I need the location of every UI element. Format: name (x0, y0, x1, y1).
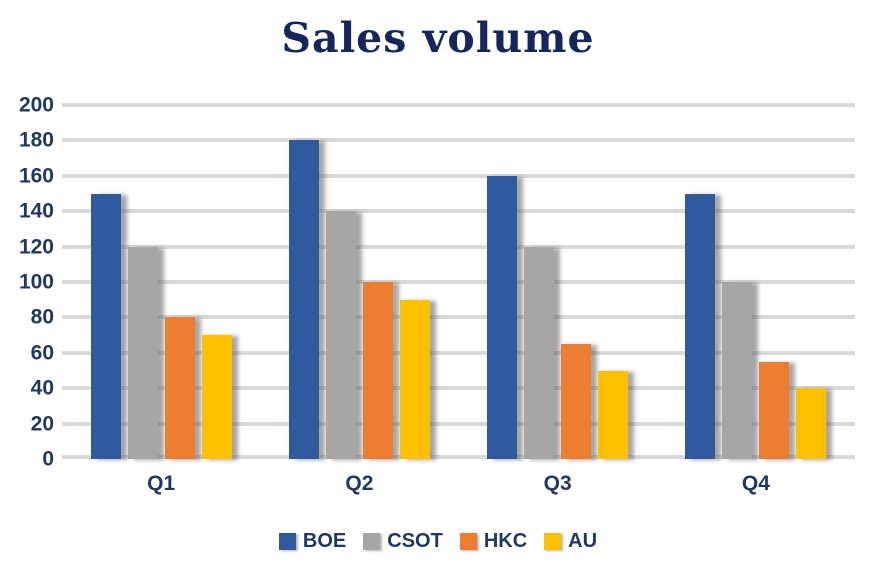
legend-item-BOE: BOE (278, 530, 347, 552)
y-tick-label-40: 40 (30, 376, 54, 400)
y-tick-label-100: 100 (18, 270, 54, 294)
gridline-20 (62, 421, 855, 426)
y-axis: 0 20 40 60 80 100 120 140 160 180 200 (0, 95, 54, 470)
legend-swatch-CSOT (363, 532, 381, 550)
bar-groups (62, 105, 855, 459)
x-tick-label-Q2: Q2 (345, 472, 374, 495)
chart-title: Sales volume (281, 14, 595, 62)
gridline-140 (62, 209, 855, 214)
legend-swatch-AU (544, 532, 562, 550)
bar-BOE-Q3 (487, 175, 518, 459)
bar-HKC-Q3 (561, 343, 592, 459)
legend-label-CSOT: CSOT (387, 530, 443, 552)
gridline-0 (62, 455, 855, 459)
x-tick-label-Q3: Q3 (543, 472, 572, 495)
gridline-180 (62, 138, 855, 143)
y-tick-label-180: 180 (18, 128, 54, 152)
bar-AU-Q1 (201, 335, 232, 459)
legend-label-AU: AU (568, 530, 598, 552)
bar-HKC-Q2 (362, 282, 393, 459)
bar-BOE-Q1 (90, 193, 121, 459)
bar-group-Q3 (459, 105, 657, 459)
gridline-160 (62, 173, 855, 178)
bar-AU-Q4 (796, 388, 827, 459)
legend-swatch-BOE (278, 532, 296, 550)
bar-CSOT-Q3 (524, 246, 555, 459)
y-tick-label-140: 140 (18, 199, 54, 223)
y-tick-label-200: 200 (18, 93, 54, 117)
y-tick-label-20: 20 (30, 412, 54, 436)
bar-group-Q2 (260, 105, 458, 459)
bar-BOE-Q4 (685, 193, 716, 459)
bar-CSOT-Q2 (325, 211, 356, 459)
gridline-80 (62, 315, 855, 320)
bar-CSOT-Q4 (722, 282, 753, 459)
legend-item-CSOT: CSOT (363, 531, 443, 551)
bar-BOE-Q2 (288, 140, 319, 459)
y-tick-label-120: 120 (18, 235, 54, 259)
plot-area (62, 103, 855, 459)
x-axis: Q1 Q2 Q3 Q4 (62, 472, 855, 496)
bar-group-Q4 (657, 105, 855, 459)
legend-item-AU: AU (544, 531, 597, 551)
bar-AU-Q3 (598, 370, 629, 459)
legend-item-HKC: HKC (459, 530, 528, 552)
gridline-60 (62, 350, 855, 355)
legend-label-BOE: BOE (302, 530, 347, 552)
y-tick-label-160: 160 (18, 164, 54, 188)
bar-AU-Q2 (399, 299, 430, 459)
bar-group-Q1 (62, 105, 260, 459)
bar-HKC-Q1 (164, 317, 195, 459)
legend: BOE CSOT HKC AU (0, 531, 876, 551)
bar-HKC-Q4 (759, 361, 790, 459)
x-tick-label-Q4: Q4 (741, 472, 770, 495)
y-tick-label-0: 0 (42, 447, 54, 471)
y-tick-label-80: 80 (30, 305, 54, 329)
bar-CSOT-Q1 (127, 246, 158, 459)
x-tick-label-Q1: Q1 (147, 472, 176, 495)
gridline-200 (62, 103, 855, 107)
gridline-40 (62, 386, 855, 391)
y-tick-label-60: 60 (30, 341, 54, 365)
legend-label-HKC: HKC (483, 530, 528, 552)
gridline-120 (62, 244, 855, 249)
gridline-100 (62, 280, 855, 284)
legend-swatch-HKC (459, 532, 477, 550)
